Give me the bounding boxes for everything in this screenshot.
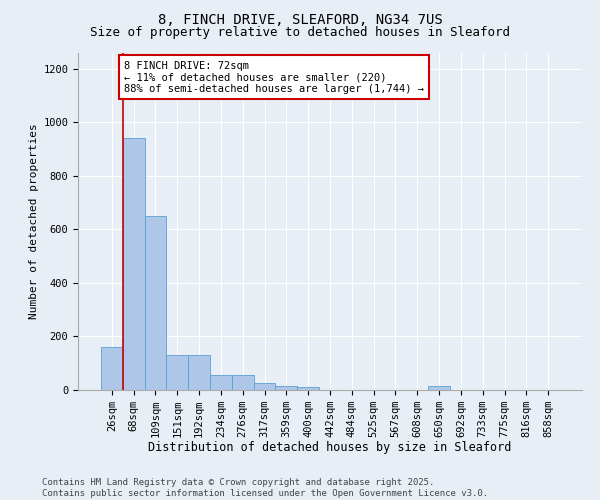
- Bar: [145, 216, 166, 390]
- Bar: [210, 376, 232, 390]
- Y-axis label: Number of detached properties: Number of detached properties: [29, 124, 39, 319]
- Text: Size of property relative to detached houses in Sleaford: Size of property relative to detached ho…: [90, 26, 510, 39]
- Bar: [428, 386, 450, 390]
- Bar: [101, 347, 123, 390]
- Bar: [297, 388, 319, 390]
- Bar: [166, 355, 188, 390]
- Bar: [188, 355, 210, 390]
- X-axis label: Distribution of detached houses by size in Sleaford: Distribution of detached houses by size …: [148, 442, 512, 454]
- Text: 8 FINCH DRIVE: 72sqm
← 11% of detached houses are smaller (220)
88% of semi-deta: 8 FINCH DRIVE: 72sqm ← 11% of detached h…: [124, 60, 424, 94]
- Text: 8, FINCH DRIVE, SLEAFORD, NG34 7US: 8, FINCH DRIVE, SLEAFORD, NG34 7US: [158, 12, 442, 26]
- Bar: [232, 376, 254, 390]
- Text: Contains HM Land Registry data © Crown copyright and database right 2025.
Contai: Contains HM Land Registry data © Crown c…: [42, 478, 488, 498]
- Bar: [254, 384, 275, 390]
- Bar: [275, 386, 297, 390]
- Bar: [123, 138, 145, 390]
